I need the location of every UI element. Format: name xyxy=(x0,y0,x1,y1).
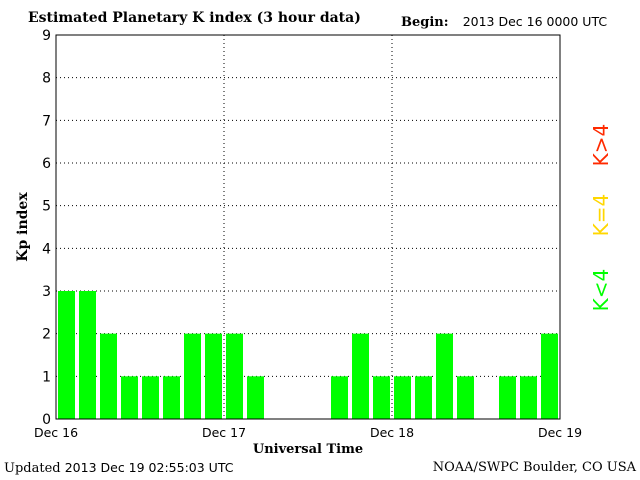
x-tick-label: Dec 19 xyxy=(538,425,582,440)
kp-bar xyxy=(436,333,453,419)
kp-bar xyxy=(226,333,243,419)
y-tick-label: 6 xyxy=(42,156,51,172)
x-tick-label: Dec 17 xyxy=(202,425,246,440)
kp-bar xyxy=(163,376,180,419)
y-tick-label: 8 xyxy=(42,71,51,87)
y-tick-label: 0 xyxy=(42,412,51,428)
x-tick-label: Dec 16 xyxy=(34,425,78,440)
begin-label: Begin: xyxy=(401,15,449,30)
kp-bar xyxy=(352,333,369,419)
kp-bar xyxy=(205,333,222,419)
plot-frame xyxy=(55,34,561,420)
y-tick-label: 3 xyxy=(42,284,51,300)
credit-line: NOAA/SWPC Boulder, CO USA xyxy=(432,460,636,475)
updated-label: Updated xyxy=(4,461,61,476)
begin-value: 2013 Dec 16 0000 UTC xyxy=(462,14,608,29)
y-tick-label: 2 xyxy=(42,327,51,343)
kp-bar xyxy=(520,376,537,419)
legend-entry: K=4 xyxy=(589,194,613,237)
x-tick-labels: Dec 16 Dec 17 Dec 18 Dec 19 xyxy=(34,425,582,440)
updated-value: 2013 Dec 19 02:55:03 UTC xyxy=(64,460,234,475)
kp-bar xyxy=(457,376,474,419)
kp-bar xyxy=(247,376,264,419)
grid-layer xyxy=(56,35,560,419)
begin-date: Begin: 2013 Dec 16 0000 UTC xyxy=(401,14,607,30)
chart-title: Estimated Planetary K index (3 hour data… xyxy=(28,10,361,26)
kp-bar xyxy=(373,376,390,419)
legend-entry: K>4 xyxy=(589,124,613,167)
y-axis-label: Kp index xyxy=(15,192,31,262)
kp-bar xyxy=(79,291,96,419)
kp-bar xyxy=(100,333,117,419)
kp-bar xyxy=(142,376,159,419)
kp-bar xyxy=(331,376,348,419)
y-tick-label: 1 xyxy=(42,369,51,385)
kp-bar xyxy=(184,333,201,419)
kp-bar xyxy=(121,376,138,419)
y-tick-label: 5 xyxy=(42,199,51,215)
kp-bar xyxy=(58,291,75,419)
updated-timestamp: Updated 2013 Dec 19 02:55:03 UTC xyxy=(4,460,233,476)
y-tick-label: 7 xyxy=(42,113,51,129)
y-tick-label: 9 xyxy=(42,28,51,44)
y-tick-labels: 0 1 2 3 4 5 6 7 8 9 xyxy=(42,28,51,428)
kp-bar xyxy=(415,376,432,419)
x-axis-label: Universal Time xyxy=(253,442,363,457)
kp-bar xyxy=(394,376,411,419)
legend: K<4 K=4 K>4 xyxy=(589,124,613,312)
legend-entry: K<4 xyxy=(589,269,613,312)
kp-bar xyxy=(541,333,558,419)
kp-bar xyxy=(499,376,516,419)
y-tick-label: 4 xyxy=(42,241,51,257)
bars-layer xyxy=(58,291,558,419)
x-tick-label: Dec 18 xyxy=(370,425,414,440)
